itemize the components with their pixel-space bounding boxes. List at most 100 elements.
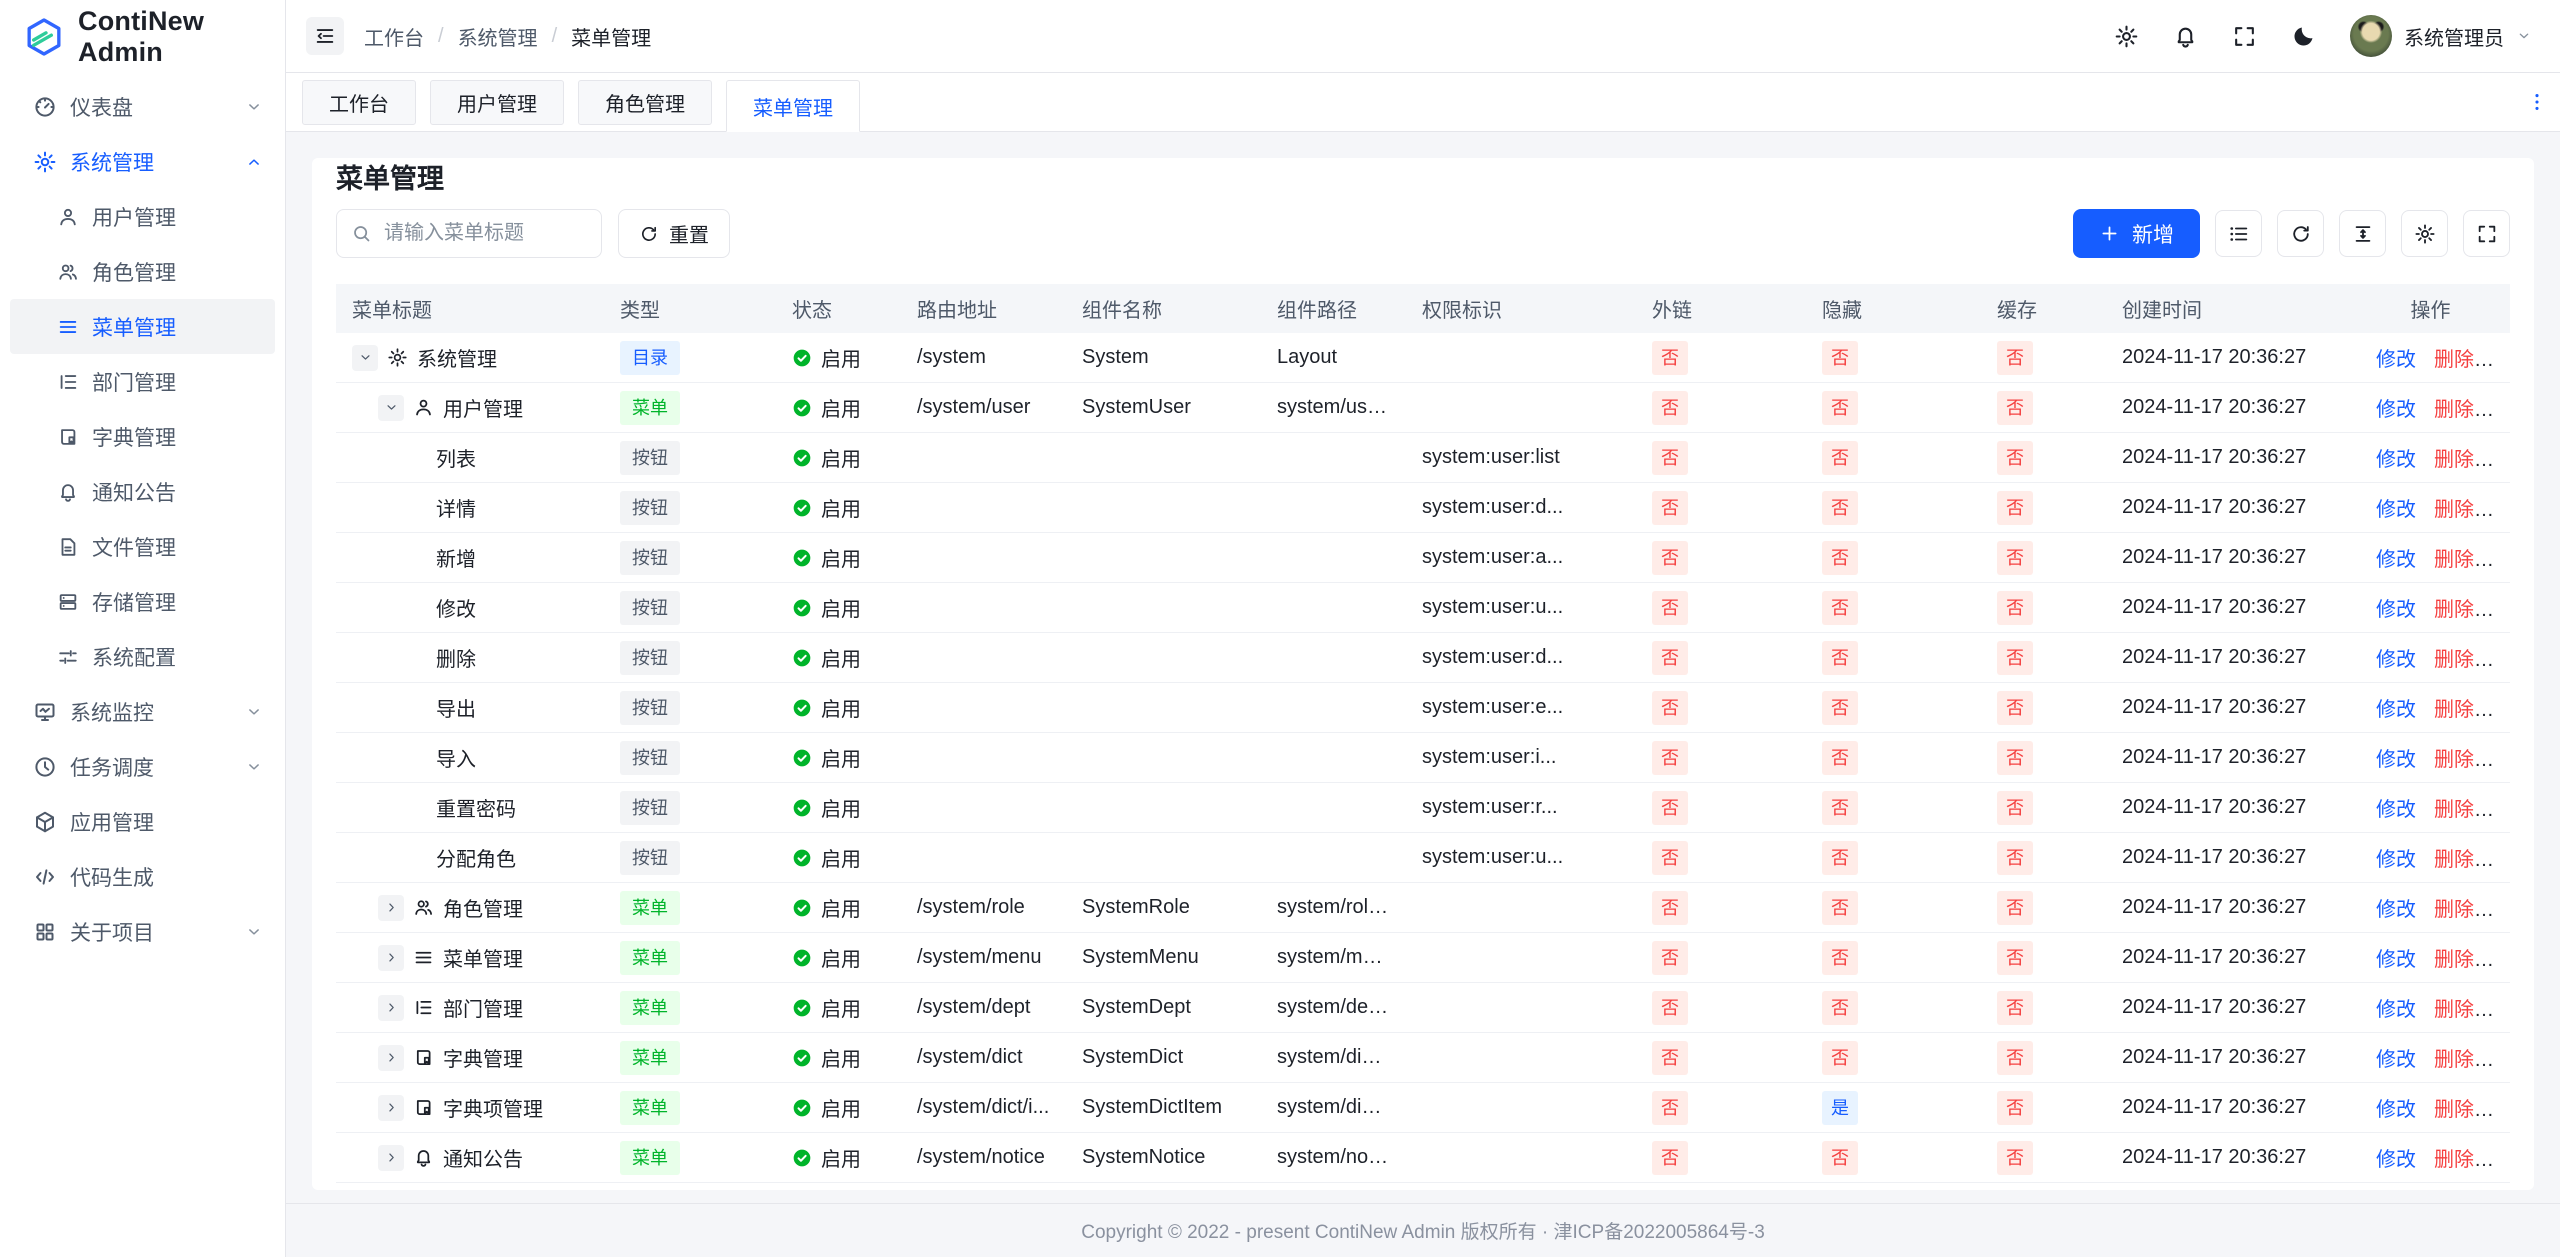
row-expander[interactable]: [378, 944, 404, 971]
breadcrumb-item[interactable]: 系统管理: [457, 27, 538, 50]
hidden-badge: 否: [1822, 840, 1858, 875]
edit-link[interactable]: 修改: [2376, 999, 2416, 1021]
row-expander[interactable]: [352, 344, 378, 371]
page-footer: Copyright © 2022 - present ContiNew Admi…: [286, 1203, 2560, 1256]
row-expander[interactable]: [378, 894, 404, 921]
bell-button[interactable]: [2173, 24, 2198, 49]
sidebar-item[interactable]: 系统配置: [0, 629, 285, 684]
sidebar-item[interactable]: 通知公告: [0, 464, 285, 519]
sidebar-item[interactable]: 角色管理: [0, 244, 285, 299]
breadcrumb-item[interactable]: 菜单管理: [571, 27, 652, 50]
sidebar-item[interactable]: 应用管理: [0, 794, 285, 849]
row-expander[interactable]: [378, 1094, 404, 1121]
edit-link[interactable]: 修改: [2376, 949, 2416, 971]
tab[interactable]: 角色管理: [578, 79, 712, 125]
gear-toolbar-button[interactable]: [2401, 210, 2448, 257]
line-height-toolbar-button[interactable]: [2339, 210, 2386, 257]
sidebar-item[interactable]: 仪表盘: [0, 79, 285, 134]
row-add-link[interactable]: 新增: [2492, 999, 2510, 1021]
sidebar-item[interactable]: 关于项目: [0, 904, 285, 959]
delete-link[interactable]: 删除: [2434, 799, 2474, 821]
row-expander[interactable]: [378, 394, 404, 421]
check-circle-icon: [792, 948, 812, 968]
external-badge: 否: [1652, 540, 1688, 575]
permission-code: system:user:i...: [1406, 732, 1636, 783]
sidebar-item[interactable]: 代码生成: [0, 849, 285, 904]
row-add-link[interactable]: 新增: [2492, 899, 2510, 921]
tab[interactable]: 工作台: [302, 79, 416, 125]
delete-link[interactable]: 删除: [2434, 599, 2474, 621]
sidebar-item[interactable]: 菜单管理: [10, 299, 275, 354]
sidebar-item[interactable]: 存储管理: [0, 574, 285, 629]
edit-link[interactable]: 修改: [2376, 799, 2416, 821]
delete-link[interactable]: 删除: [2434, 1149, 2474, 1171]
row-expander[interactable]: [378, 1144, 404, 1171]
add-button[interactable]: 新增: [2073, 209, 2200, 258]
edit-link[interactable]: 修改: [2376, 1149, 2416, 1171]
app-logo[interactable]: ContiNew Admin: [0, 0, 285, 73]
sidebar-item[interactable]: 任务调度: [0, 739, 285, 794]
delete-link[interactable]: 删除: [2434, 449, 2474, 471]
delete-link[interactable]: 删除: [2434, 949, 2474, 971]
delete-link[interactable]: 删除: [2434, 499, 2474, 521]
sidebar-item[interactable]: 系统监控: [0, 684, 285, 739]
created-time: 2024-11-17 20:36:27: [2106, 932, 2351, 983]
row-add-link[interactable]: 新增: [2492, 1149, 2510, 1171]
route-path: /system/dict/i...: [901, 1082, 1066, 1133]
moon-button[interactable]: [2291, 24, 2316, 49]
sidebar-item-label: 文件管理: [92, 536, 176, 560]
row-add-link[interactable]: 新增: [2492, 1099, 2510, 1121]
user-menu[interactable]: 系统管理员: [2350, 15, 2532, 57]
sidebar-item[interactable]: 部门管理: [0, 354, 285, 409]
delete-link[interactable]: 删除: [2434, 1099, 2474, 1121]
gear-button[interactable]: [2114, 24, 2139, 49]
delete-link[interactable]: 删除: [2434, 399, 2474, 421]
refresh-toolbar-button[interactable]: [2277, 210, 2324, 257]
sidebar-item[interactable]: 字典管理: [0, 409, 285, 464]
edit-link[interactable]: 修改: [2376, 1099, 2416, 1121]
component-name: [1066, 482, 1261, 533]
row-expander[interactable]: [378, 994, 404, 1021]
sidebar-item[interactable]: 文件管理: [0, 519, 285, 574]
row-expander[interactable]: [378, 1044, 404, 1071]
edit-link[interactable]: 修改: [2376, 649, 2416, 671]
edit-link[interactable]: 修改: [2376, 399, 2416, 421]
fullscreen-toolbar-button[interactable]: [2463, 210, 2510, 257]
tab[interactable]: 菜单管理: [726, 80, 860, 132]
list-view-toolbar-button[interactable]: [2215, 210, 2262, 257]
edit-link[interactable]: 修改: [2376, 749, 2416, 771]
route-path: [901, 532, 1066, 583]
delete-link[interactable]: 删除: [2434, 899, 2474, 921]
delete-link[interactable]: 删除: [2434, 649, 2474, 671]
delete-link[interactable]: 删除: [2434, 849, 2474, 871]
row-add-link[interactable]: 新增: [2492, 399, 2510, 421]
breadcrumb-item[interactable]: 工作台: [364, 27, 424, 50]
collapse-sidebar-button[interactable]: [306, 17, 344, 55]
status-label: 启用: [821, 1149, 861, 1171]
row-add-link[interactable]: 新增: [2492, 349, 2510, 371]
row-add-link[interactable]: 新增: [2492, 1049, 2510, 1071]
more-tabs-button[interactable]: [2514, 91, 2560, 113]
reset-button[interactable]: 重置: [618, 209, 730, 258]
edit-link[interactable]: 修改: [2376, 549, 2416, 571]
edit-link[interactable]: 修改: [2376, 1049, 2416, 1071]
delete-link[interactable]: 删除: [2434, 1049, 2474, 1071]
edit-link[interactable]: 修改: [2376, 449, 2416, 471]
delete-link[interactable]: 删除: [2434, 699, 2474, 721]
edit-link[interactable]: 修改: [2376, 599, 2416, 621]
sidebar-item[interactable]: 系统管理: [0, 134, 285, 189]
delete-link[interactable]: 删除: [2434, 349, 2474, 371]
edit-link[interactable]: 修改: [2376, 899, 2416, 921]
edit-link[interactable]: 修改: [2376, 699, 2416, 721]
delete-link[interactable]: 删除: [2434, 749, 2474, 771]
sidebar-item[interactable]: 用户管理: [0, 189, 285, 244]
row-add-link[interactable]: 新增: [2492, 949, 2510, 971]
search-input[interactable]: [382, 221, 587, 246]
fullscreen-button[interactable]: [2232, 24, 2257, 49]
edit-link[interactable]: 修改: [2376, 499, 2416, 521]
delete-link[interactable]: 删除: [2434, 999, 2474, 1021]
edit-link[interactable]: 修改: [2376, 349, 2416, 371]
tab[interactable]: 用户管理: [430, 79, 564, 125]
edit-link[interactable]: 修改: [2376, 849, 2416, 871]
delete-link[interactable]: 删除: [2434, 549, 2474, 571]
